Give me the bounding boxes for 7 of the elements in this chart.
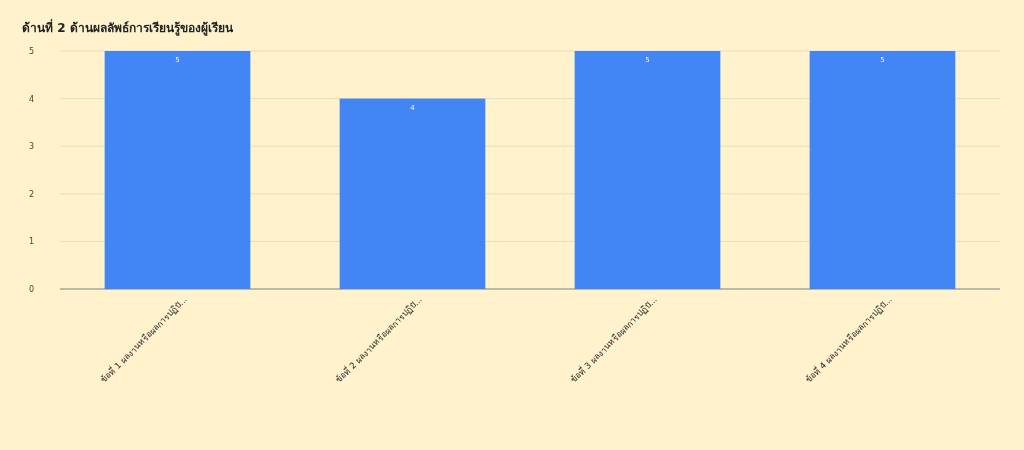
y-tick-label: 1	[28, 237, 34, 247]
chart-title: ด้านที่ 2 ด้านผลลัพธ์การเรียนรู้ของผู้เรียน	[22, 19, 234, 36]
y-tick-label: 4	[28, 94, 34, 104]
y-tick-label: 0	[28, 285, 34, 294]
y-tick-label: 2	[28, 189, 34, 199]
y-tick-label: 5	[28, 47, 34, 56]
y-tick-label: 3	[28, 142, 34, 152]
